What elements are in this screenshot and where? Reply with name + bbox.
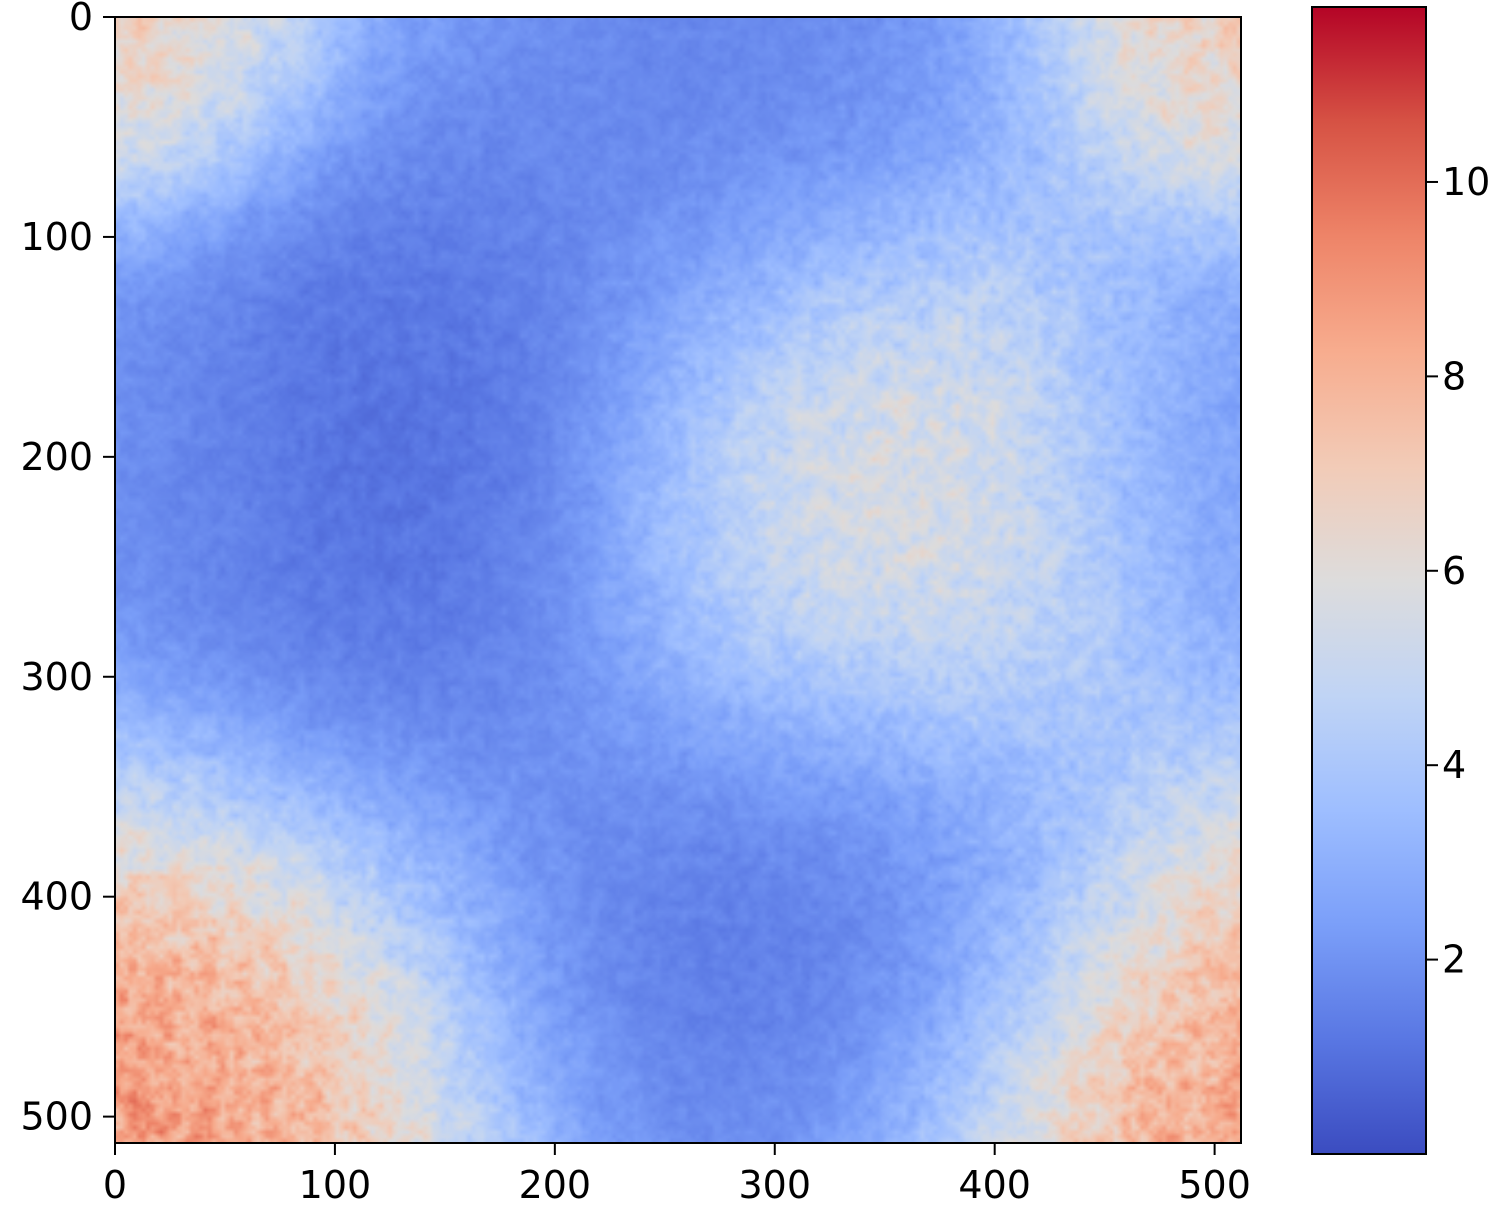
x-tick-label: 400: [958, 1163, 1031, 1207]
plot-frame: [114, 16, 1242, 1144]
x-tick-label: 200: [519, 1163, 592, 1207]
y-tick-label: 500: [20, 1095, 93, 1139]
x-tick-label: 0: [103, 1163, 127, 1207]
x-tick-label: 100: [299, 1163, 372, 1207]
y-tick-label: 400: [20, 875, 93, 919]
colorbar: 2 4 6 8 10: [1311, 6, 1490, 1155]
colorbar-tick-label: 4: [1442, 743, 1466, 787]
colorbar-gradient: [1311, 6, 1427, 1155]
colorbar-tick-label: 8: [1442, 354, 1466, 398]
heatmap-image: [115, 17, 1241, 1143]
y-axis: 0 100 200 300 400 500: [20, 0, 115, 1139]
plot-area: [114, 16, 1242, 1144]
x-tick-label: 300: [739, 1163, 812, 1207]
y-tick-label: 100: [20, 215, 93, 259]
y-tick-label: 200: [20, 435, 93, 479]
colorbar-tick-label: 10: [1442, 160, 1490, 204]
y-tick-label: 300: [20, 655, 93, 699]
colorbar-tick-label: 6: [1442, 549, 1466, 593]
x-axis: 0 100 200 300 400 500: [103, 1143, 1251, 1207]
y-tick-label: 0: [69, 0, 93, 39]
colorbar-ticks: 2 4 6 8 10: [1426, 160, 1490, 982]
colorbar-tick-label: 2: [1442, 938, 1466, 982]
x-tick-label: 500: [1178, 1163, 1251, 1207]
